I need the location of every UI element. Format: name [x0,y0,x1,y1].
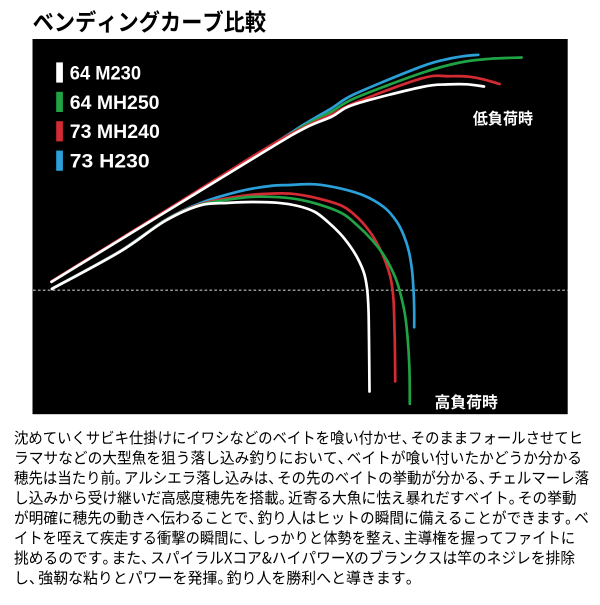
svg-text:73 MH240: 73 MH240 [70,121,160,143]
svg-text:73 H230: 73 H230 [70,151,150,173]
svg-text:64 MH250: 64 MH250 [70,92,160,114]
svg-text:64 M230: 64 M230 [70,62,141,84]
